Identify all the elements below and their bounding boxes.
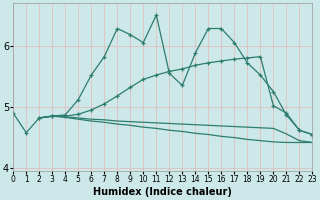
X-axis label: Humidex (Indice chaleur): Humidex (Indice chaleur)	[93, 187, 232, 197]
